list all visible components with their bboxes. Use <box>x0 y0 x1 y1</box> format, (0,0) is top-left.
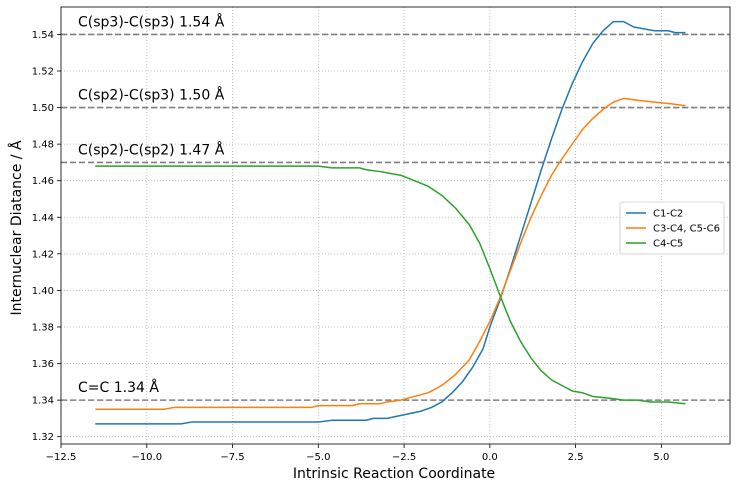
x-tick-label: −12.5 <box>46 452 77 463</box>
series-line-2 <box>95 97 686 411</box>
y-tick-label: 1.52 <box>32 66 54 77</box>
reference-labels: C(sp3)-C(sp3) 1.54 Å C(sp2)-C(sp3) 1.50 Å… <box>78 13 225 396</box>
y-tick-label: 1.54 <box>32 30 54 41</box>
reference-line-label: C(sp2)-C(sp3) 1.50 Å <box>78 87 225 104</box>
legend: C1-C2 C3-C4, C5-C6 C4-C5 <box>619 201 725 255</box>
reference-line-label: C(sp2)-C(sp2) 1.47 Å <box>78 141 225 158</box>
y-tick-label: 1.40 <box>32 286 54 297</box>
y-tick-label: 1.42 <box>32 249 54 260</box>
x-tick-label: 2.5 <box>568 452 584 463</box>
plot-frame <box>60 6 731 445</box>
ticks: −12.5 −10.0 −7.5 −5.0 −2.5 0.0 2.5 5.0 1.32 1.34 1… <box>32 30 670 463</box>
y-axis-title: Internuclear Diatance / Å <box>8 140 25 315</box>
reference-line-label: C=C 1.34 Å <box>78 379 159 396</box>
x-tick-label: 5.0 <box>653 452 669 463</box>
reference-line-label: C(sp3)-C(sp3) 1.54 Å <box>78 13 225 30</box>
legend-entry: C3-C4, C5-C6 <box>653 224 720 235</box>
y-tick-label: 1.46 <box>32 176 54 187</box>
y-tick-label: 1.50 <box>32 103 54 114</box>
y-tick-label: 1.44 <box>32 213 54 224</box>
series-lines <box>95 20 686 425</box>
series-line-3 <box>95 165 686 405</box>
y-tick-label: 1.36 <box>32 359 54 370</box>
y-tick-label: 1.38 <box>32 322 54 333</box>
legend-entry: C1-C2 <box>653 209 683 220</box>
y-tick-label: 1.48 <box>32 140 54 151</box>
x-tick-label: −7.5 <box>220 452 244 463</box>
x-tick-label: −2.5 <box>392 452 416 463</box>
x-tick-label: 0.0 <box>482 452 498 463</box>
x-tick-label: −5.0 <box>306 452 330 463</box>
y-tick-label: 1.32 <box>32 432 54 443</box>
axes <box>60 6 731 445</box>
legend-entry: C4-C5 <box>653 239 683 250</box>
y-tick-label: 1.34 <box>32 396 54 407</box>
x-axis-title: Intrinsic Reaction Coordinate <box>293 466 495 482</box>
legend-box <box>619 201 725 255</box>
x-tick-label: −10.0 <box>131 452 162 463</box>
